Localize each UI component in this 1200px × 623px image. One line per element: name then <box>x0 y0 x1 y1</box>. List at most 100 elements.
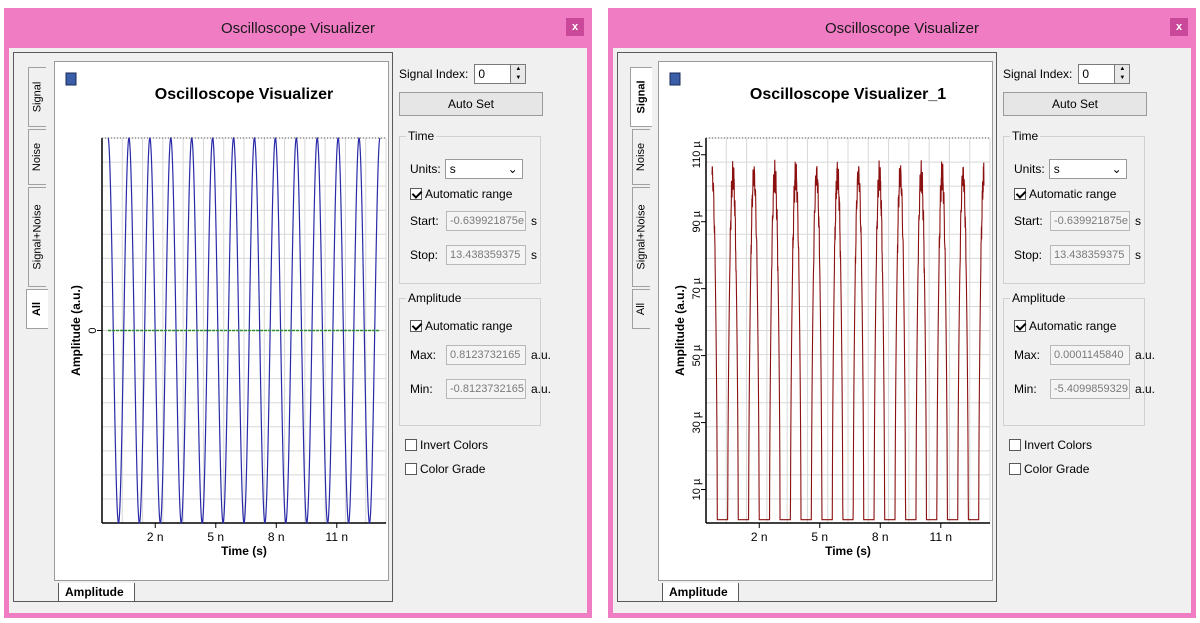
max-label: Max: <box>1014 348 1041 362</box>
tab-noise[interactable]: Noise <box>632 129 650 185</box>
time-auto-range-checkbox[interactable] <box>410 188 422 200</box>
plot-panel: Signal Noise Signal+Noise All Oscillosco… <box>13 52 393 602</box>
time-auto-range-checkbox[interactable] <box>1014 188 1026 200</box>
time-group-title: Time <box>1010 129 1041 143</box>
tab-signal-noise[interactable]: Signal+Noise <box>632 187 650 287</box>
tab-amplitude[interactable]: Amplitude <box>662 583 739 602</box>
x-tick-label: 5 n <box>811 530 828 544</box>
auto-set-button[interactable]: Auto Set <box>399 92 543 116</box>
x-axis-label: Time (s) <box>221 544 267 558</box>
min-field[interactable]: -0.8123732165 <box>446 379 526 399</box>
time-auto-range-label: Automatic range <box>1029 187 1117 201</box>
tab-signal[interactable]: Signal <box>28 67 46 127</box>
invert-colors-checkbox[interactable] <box>1009 439 1021 451</box>
min-field[interactable]: -5.4099859329 <box>1050 379 1130 399</box>
amplitude-group: Amplitude Automatic range Max: 0.0001145… <box>1003 291 1155 426</box>
y-tick-label: 10 µ <box>691 478 703 500</box>
spin-up-icon[interactable]: ▲ <box>1115 65 1130 74</box>
units-select[interactable]: s ⌄ <box>444 159 523 179</box>
spin-down-icon[interactable]: ▼ <box>511 74 526 83</box>
tab-all[interactable]: All <box>26 289 48 329</box>
x-tick-label: 11 n <box>326 530 348 544</box>
tab-signal[interactable]: Signal <box>630 67 652 127</box>
signal-index-label: Signal Index: <box>1003 67 1073 81</box>
title-bar[interactable]: Oscilloscope Visualizer x <box>4 8 592 48</box>
time-group: Time Units: s ⌄ Automatic range Start: -… <box>1003 129 1145 284</box>
spin-down-icon[interactable]: ▼ <box>1115 74 1130 83</box>
x-tick-label: 5 n <box>207 530 224 544</box>
start-label: Start: <box>410 214 439 228</box>
units-value: s <box>1053 162 1060 176</box>
chevron-down-icon: ⌄ <box>507 162 518 176</box>
max-field[interactable]: 0.0001145840 <box>1050 345 1130 365</box>
y-tick-label: 30 µ <box>691 411 703 433</box>
units-label: Units: <box>1014 162 1045 176</box>
units-value: s <box>449 162 456 176</box>
min-unit: a.u. <box>1135 382 1156 396</box>
spin-up-icon[interactable]: ▲ <box>511 65 526 74</box>
start-label: Start: <box>1014 214 1043 228</box>
stop-label: Stop: <box>410 248 439 262</box>
invert-colors-label: Invert Colors <box>1024 438 1093 452</box>
plot-panel: Signal Noise Signal+Noise All Oscillosco… <box>617 52 997 602</box>
tab-signal-noise[interactable]: Signal+Noise <box>28 187 46 287</box>
amplitude-group-title: Amplitude <box>406 291 464 305</box>
max-label: Max: <box>410 348 437 362</box>
chart-title: Oscilloscope Visualizer <box>155 86 333 103</box>
invert-colors-label: Invert Colors <box>420 438 489 452</box>
signal-trace <box>711 159 985 521</box>
tab-noise[interactable]: Noise <box>28 129 46 185</box>
max-unit: a.u. <box>531 348 552 362</box>
y-tick-label: 90 µ <box>691 210 703 232</box>
invert-colors-checkbox[interactable] <box>405 439 417 451</box>
oscilloscope-chart: Oscilloscope Visualizer 2 n 5 n 8 n 11 n Time… <box>65 72 387 558</box>
time-group-title: Time <box>406 129 437 143</box>
amp-auto-range-checkbox[interactable] <box>410 320 422 332</box>
start-unit: s <box>531 214 537 228</box>
y-tick-label: 0 <box>87 327 99 333</box>
title-bar[interactable]: Oscilloscope Visualizer x <box>608 8 1196 48</box>
controls-panel: Signal Index: ▲ ▼ Auto Set Time Units: s… <box>399 48 589 608</box>
amp-auto-range-label: Automatic range <box>425 319 513 333</box>
tab-all[interactable]: All <box>632 289 650 329</box>
x-tick-label: 11 n <box>930 530 952 544</box>
window-content: Signal Noise Signal+Noise All Oscillosco… <box>613 48 1191 613</box>
amp-auto-range-checkbox[interactable] <box>1014 320 1026 332</box>
signal-index-input[interactable] <box>475 65 512 83</box>
chart-icon <box>669 72 681 86</box>
amplitude-group: Amplitude Automatic range Max: 0.8123732… <box>399 291 551 426</box>
close-button[interactable]: x <box>1170 18 1188 36</box>
start-field[interactable]: -0.639921875e <box>446 211 526 231</box>
color-grade-checkbox[interactable] <box>405 463 417 475</box>
controls-panel: Signal Index: ▲ ▼ Auto Set Time Units: s… <box>1003 48 1193 608</box>
oscilloscope-window-right: Oscilloscope Visualizer x Signal Noise S… <box>608 8 1196 618</box>
amp-auto-range-label: Automatic range <box>1029 319 1117 333</box>
window-content: Signal Noise Signal+Noise All Oscillosco… <box>9 48 587 613</box>
start-field[interactable]: -0.639921875e <box>1050 211 1130 231</box>
color-grade-checkbox[interactable] <box>1009 463 1021 475</box>
time-group: Time Units: s ⌄ Automatic range Start: -… <box>399 129 541 284</box>
signal-index-input[interactable] <box>1079 65 1116 83</box>
tab-amplitude[interactable]: Amplitude <box>58 583 135 602</box>
y-axis-label: Amplitude (a.u.) <box>673 285 687 376</box>
units-select[interactable]: s ⌄ <box>1048 159 1127 179</box>
min-label: Min: <box>1014 382 1037 396</box>
window-title: Oscilloscope Visualizer <box>825 19 979 37</box>
signal-index-label: Signal Index: <box>399 67 469 81</box>
oscilloscope-window-left: Oscilloscope Visualizer x Signal Noise S… <box>4 8 592 618</box>
stop-field[interactable]: 13.438359375 <box>446 245 526 265</box>
signal-index-stepper[interactable]: ▲ ▼ <box>1078 64 1131 84</box>
x-axis-label: Time (s) <box>825 544 871 558</box>
time-auto-range-label: Automatic range <box>425 187 513 201</box>
x-tick-label: 8 n <box>872 530 889 544</box>
stop-label: Stop: <box>1014 248 1043 262</box>
max-field[interactable]: 0.8123732165 <box>446 345 526 365</box>
signal-index-stepper[interactable]: ▲ ▼ <box>474 64 527 84</box>
chart-title: Oscilloscope Visualizer_1 <box>750 86 946 103</box>
x-tick-label: 8 n <box>268 530 285 544</box>
view-tabs: Signal Noise Signal+Noise All <box>618 67 654 427</box>
close-button[interactable]: x <box>566 18 584 36</box>
auto-set-button[interactable]: Auto Set <box>1003 92 1147 116</box>
y-tick-label: 110 µ <box>691 141 703 169</box>
stop-field[interactable]: 13.438359375 <box>1050 245 1130 265</box>
